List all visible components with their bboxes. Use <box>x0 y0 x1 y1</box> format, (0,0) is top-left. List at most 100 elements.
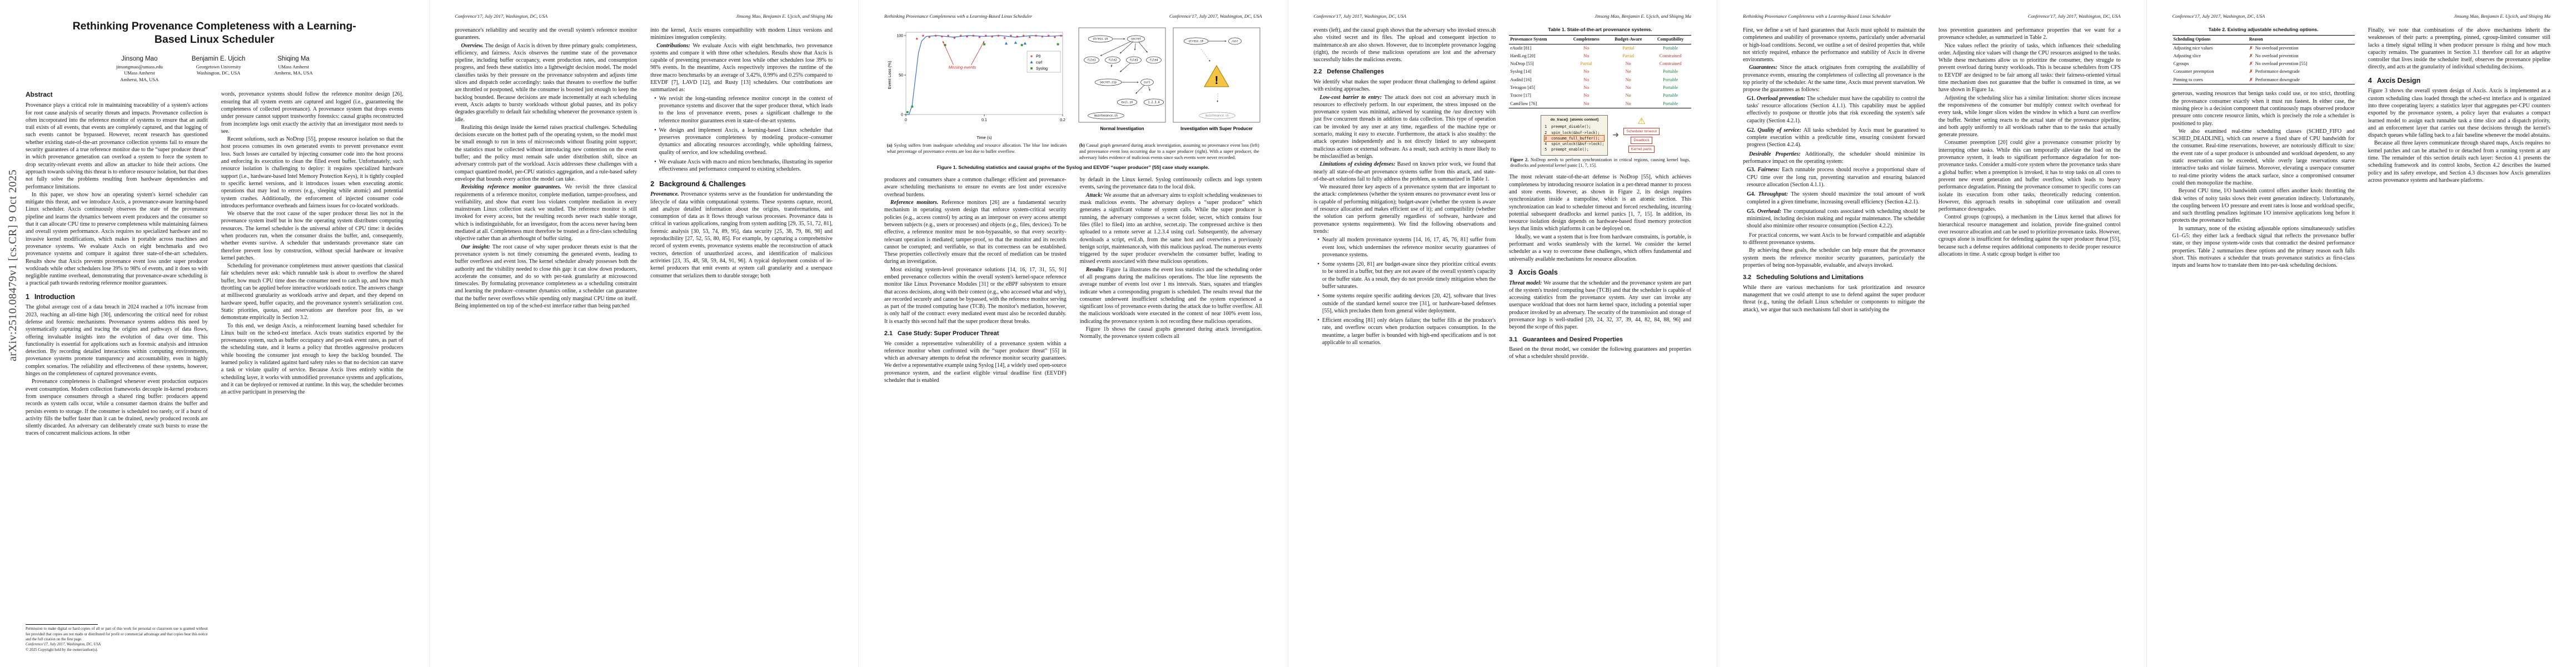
paragraph: We identify what makes the super produce… <box>1313 78 1496 93</box>
legend-label: Syslog <box>1036 67 1048 71</box>
table-cell-status: Partial <box>1580 61 1592 67</box>
running-header-left: Conference'17, July 2017, Washington, DC… <box>2172 13 2265 19</box>
bullet-text: We design and implement Axcis, a learnin… <box>659 127 833 156</box>
table-cell-status: Portable <box>1662 69 1678 74</box>
star-marker-icon: ★ <box>921 33 925 38</box>
running-header-right: Conference'17, July 2017, Washington, DC… <box>2027 13 2121 19</box>
graph-edge <box>1119 42 1133 54</box>
y-tick-label: 100 <box>896 34 903 38</box>
plot-area <box>905 32 1063 115</box>
paragraph: Provenance plays a critical role in main… <box>26 102 208 190</box>
paragraph: Revisiting reference monitor guarantees.… <box>455 184 637 242</box>
table-cell-option: Cgroups <box>2173 61 2189 67</box>
graph-node-label: stress.sh <box>1188 40 1203 43</box>
table-cell-status: No <box>1583 69 1590 74</box>
subsection-heading: 2.2 Defense Challenges <box>1314 68 1496 76</box>
paragraph: Provenance completeness is challenged wh… <box>26 379 208 437</box>
section-number: 1 <box>26 292 29 301</box>
code-line: 5 preempt_enable(); <box>1544 147 1589 152</box>
failure-label: Kernel panic <box>1628 146 1655 153</box>
failure-label: Scheduler timeout <box>1623 128 1660 136</box>
bullet-icon: • <box>1317 317 1320 324</box>
column-1: events (left), and the causal graph show… <box>1314 27 1496 653</box>
table-cell-reason: ✗ No overload prevention <box>2249 45 2299 51</box>
table-row: Adjusting slice ✗ No overload prevention <box>2173 52 2355 60</box>
table-1-header-cell: Provenance System <box>1509 35 1566 44</box>
cross-icon: ✗ <box>2249 69 2253 74</box>
guarantee-item: G5. Overhead: The computational costs as… <box>1747 208 1925 230</box>
table-2-header-row: Scheduling Options Reason <box>2172 35 2355 44</box>
table-cell-status: No <box>1583 93 1590 98</box>
running-header-left: Conference'17, July 2017, Washington, DC… <box>1313 13 1407 19</box>
triangle-marker-icon <box>1014 41 1017 44</box>
graph-node <box>1104 56 1120 64</box>
column-1: Abstract Provenance plays a critical role… <box>26 91 208 653</box>
graph-edge <box>1217 93 1218 103</box>
bullet-text: We evaluate Axcis with macro and micro b… <box>659 159 833 173</box>
star-marker-icon: ★ <box>1053 35 1057 39</box>
paragraph: Figure 3 shows the overall system design… <box>2368 88 2550 139</box>
title-block: Rethinking Provenance Completeness with … <box>26 16 403 83</box>
paragraph: Nice values reflect the priority of task… <box>1938 42 2121 93</box>
author-affiliation: jinsongmao@umass.edu <box>116 63 163 69</box>
table-row: Tetragon [45] No No Portable <box>1509 84 1691 92</box>
star-marker-icon: ★ <box>934 33 937 38</box>
figure-1-caption: Figure 1. Scheduling statistics and caus… <box>936 164 1209 170</box>
abstract-heading: Abstract <box>26 91 53 99</box>
graph-node-label: file2 <box>1108 59 1117 62</box>
footnote-line: Conference'17, July 2017, Washington, DC… <box>26 643 101 647</box>
authors-row: Jinsong Mao jinsongmao@umass.edu UMass Amh… <box>26 56 403 83</box>
columns: events (left), and the causal graph show… <box>1314 27 1691 653</box>
paragraph: Provenance. Provenance systems serve as … <box>650 191 833 279</box>
guarantee-tag: G2. <box>1747 127 1758 133</box>
author-name: Benjamin E. Ujcich <box>191 55 246 62</box>
figure-2: do_trace() [atomic context] 1 preempt_dis… <box>1509 114 1691 169</box>
paragraph-lead: Provenance. <box>650 191 681 198</box>
graph-node <box>1083 56 1099 64</box>
graph-node <box>1183 37 1209 45</box>
table-cell-status: Partial <box>1622 45 1635 51</box>
figure-2-caption: Figure 2. NoDrop needs to perform synchr… <box>1510 157 1690 168</box>
page-2: Conference'17, July 2017, Washington, DC… <box>429 0 859 667</box>
column-2: by default in the Linux kernel. Syslog c… <box>1080 176 1262 653</box>
section-number: 2 <box>650 180 655 188</box>
star-marker-icon: ★ <box>996 33 1000 38</box>
author-affiliation: Georgetown University <box>196 63 241 69</box>
figure-1b-caption-label: (b) <box>1079 143 1087 148</box>
columns: First, we define a set of hard guarantee… <box>1743 27 2121 653</box>
square-marker-icon <box>983 43 985 46</box>
graph-node <box>1145 56 1162 64</box>
table-cell-status: Partial <box>1622 53 1635 58</box>
table-cell-reason: ✗ Performance downgrade <box>2249 69 2300 74</box>
y-axis-label: Event Loss (%) <box>887 61 892 89</box>
cross-icon: ✗ <box>2249 53 2253 58</box>
subsection-heading: 2.1 Case Study: Super Producer Threat <box>884 330 1067 337</box>
figure-2-code-title: do_trace() [atomic context] <box>1550 118 1599 122</box>
bullet-item: • We design and implement Axcis, a learni… <box>650 127 833 156</box>
paragraph: Finally, we note that combinations of th… <box>2368 27 2550 71</box>
bullet-item: • We evaluate Axcis with macro and micro … <box>650 158 833 173</box>
figure-1b-caption: (b) Causal graph generated during attack… <box>1079 143 1259 160</box>
star-marker-icon: ★ <box>1022 33 1025 38</box>
cross-icon: ✗ <box>2249 61 2253 67</box>
running-header-right: Jinsong Mao, Benjamin E. Ujcich, and Shi… <box>736 13 833 19</box>
paragraph: We observe that the root cause of the su… <box>221 211 403 261</box>
columns: producers and consumers share a common c… <box>884 176 1262 653</box>
table-cell-system: HardLog [20] <box>1510 53 1536 58</box>
guarantee-lead: Fairness: <box>1757 167 1782 173</box>
section-number: 2.2 <box>1313 68 1322 76</box>
guarantee-tag: G5. <box>1747 208 1757 215</box>
graph-edge <box>1138 42 1148 53</box>
bullet-item: • Some systems [20, 81] are budget-aware … <box>1314 261 1496 290</box>
code-line: 2 spin_lock(&buf->lock); <box>1544 130 1600 135</box>
running-header: Conference'17, July 2017, Washington, DC… <box>2173 13 2551 19</box>
section-number: 2.1 <box>884 330 893 337</box>
arrow-icon: ➜ <box>1612 131 1620 140</box>
paragraph: Based on the threat model, we consider t… <box>1509 346 1691 360</box>
paragraph: Beyond CPU time, I/O bandwidth control o… <box>2172 188 2355 224</box>
author-affiliation: Amherst, MA, USA <box>274 70 313 76</box>
graph-node-label: file3 <box>1129 59 1138 62</box>
section-heading: 4 Axcis Design <box>2368 77 2550 86</box>
columns: Abstract Provenance plays a critical role… <box>26 91 403 653</box>
